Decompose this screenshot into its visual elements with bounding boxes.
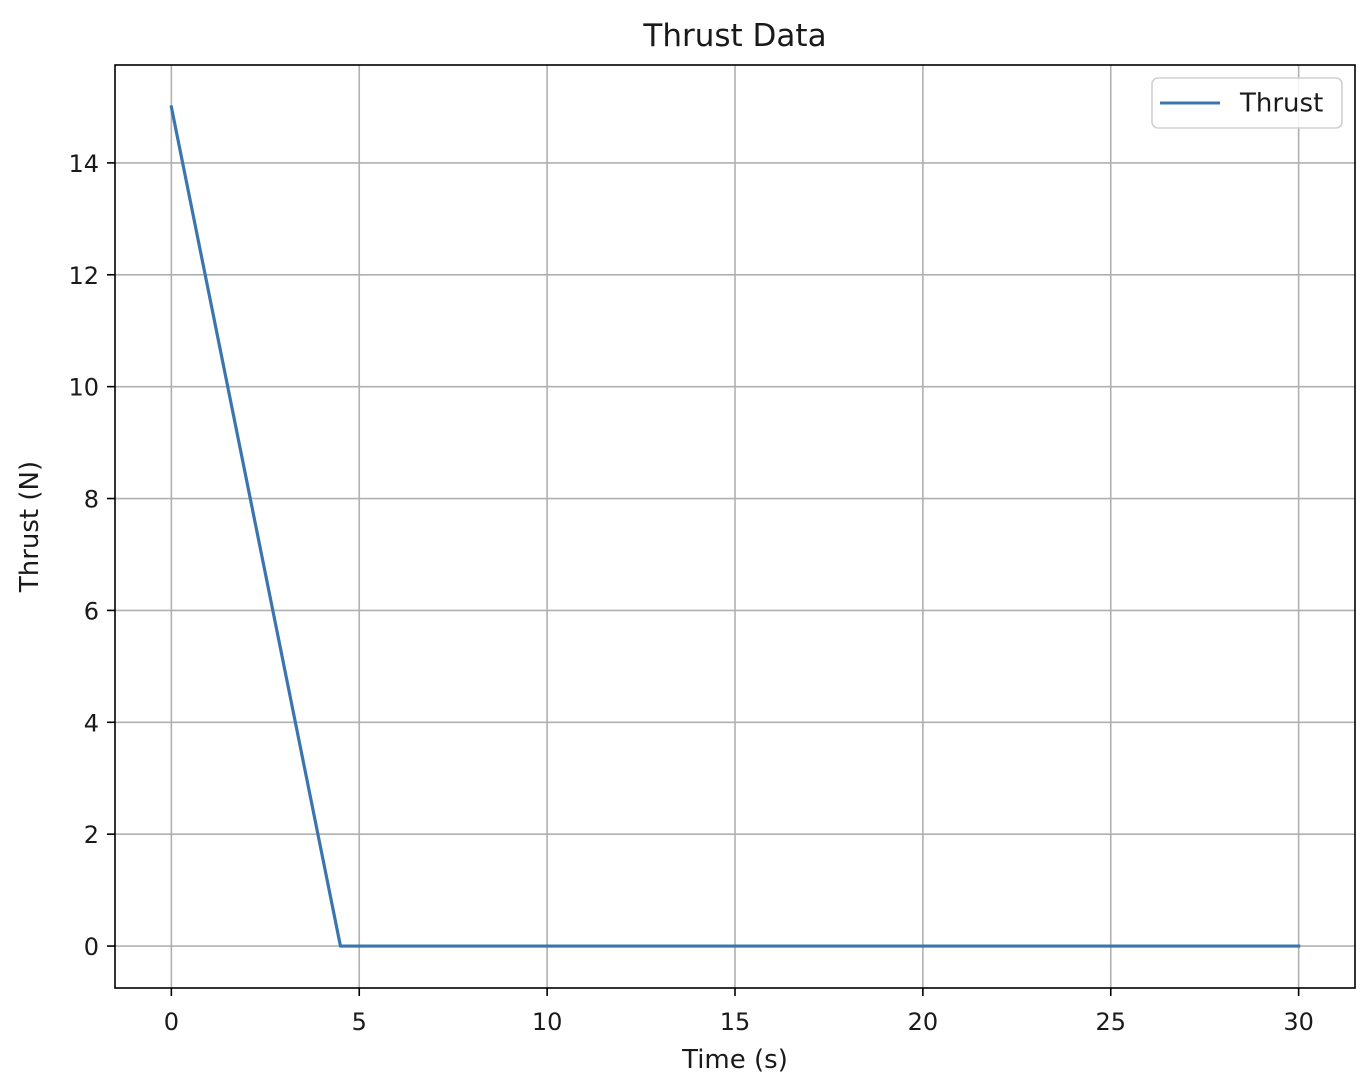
x-tick-label: 30 <box>1283 1008 1314 1036</box>
chart-title: Thrust Data <box>642 18 826 54</box>
legend: Thrust <box>1151 77 1343 129</box>
x-tick-label: 0 <box>164 1008 179 1036</box>
y-tick-label: 4 <box>84 709 99 737</box>
series-layer <box>169 105 1301 948</box>
y-tick-label: 0 <box>84 933 99 961</box>
x-tick-label: 25 <box>1095 1008 1126 1036</box>
y-tick-label: 8 <box>84 486 99 514</box>
ticks: 0 5 10 15 20 25 30 0 2 4 6 8 10 12 14 <box>68 150 1313 1036</box>
legend-label-thrust: Thrust <box>1239 89 1323 119</box>
grid <box>115 65 1355 988</box>
x-axis-label: Time (s) <box>681 1045 788 1075</box>
y-tick-label: 14 <box>68 150 99 178</box>
y-tick-label: 12 <box>68 262 99 290</box>
y-tick-label: 2 <box>84 821 99 849</box>
legend-box <box>1151 77 1343 129</box>
x-tick-label: 20 <box>908 1008 939 1036</box>
x-tick-label: 5 <box>352 1008 367 1036</box>
y-tick-label: 6 <box>84 597 99 625</box>
y-tick-label: 10 <box>68 374 99 402</box>
x-tick-label: 10 <box>532 1008 563 1036</box>
series-line-thrust <box>169 105 1301 948</box>
y-axis-label: Thrust (N) <box>15 461 45 593</box>
x-tick-label: 15 <box>720 1008 751 1036</box>
